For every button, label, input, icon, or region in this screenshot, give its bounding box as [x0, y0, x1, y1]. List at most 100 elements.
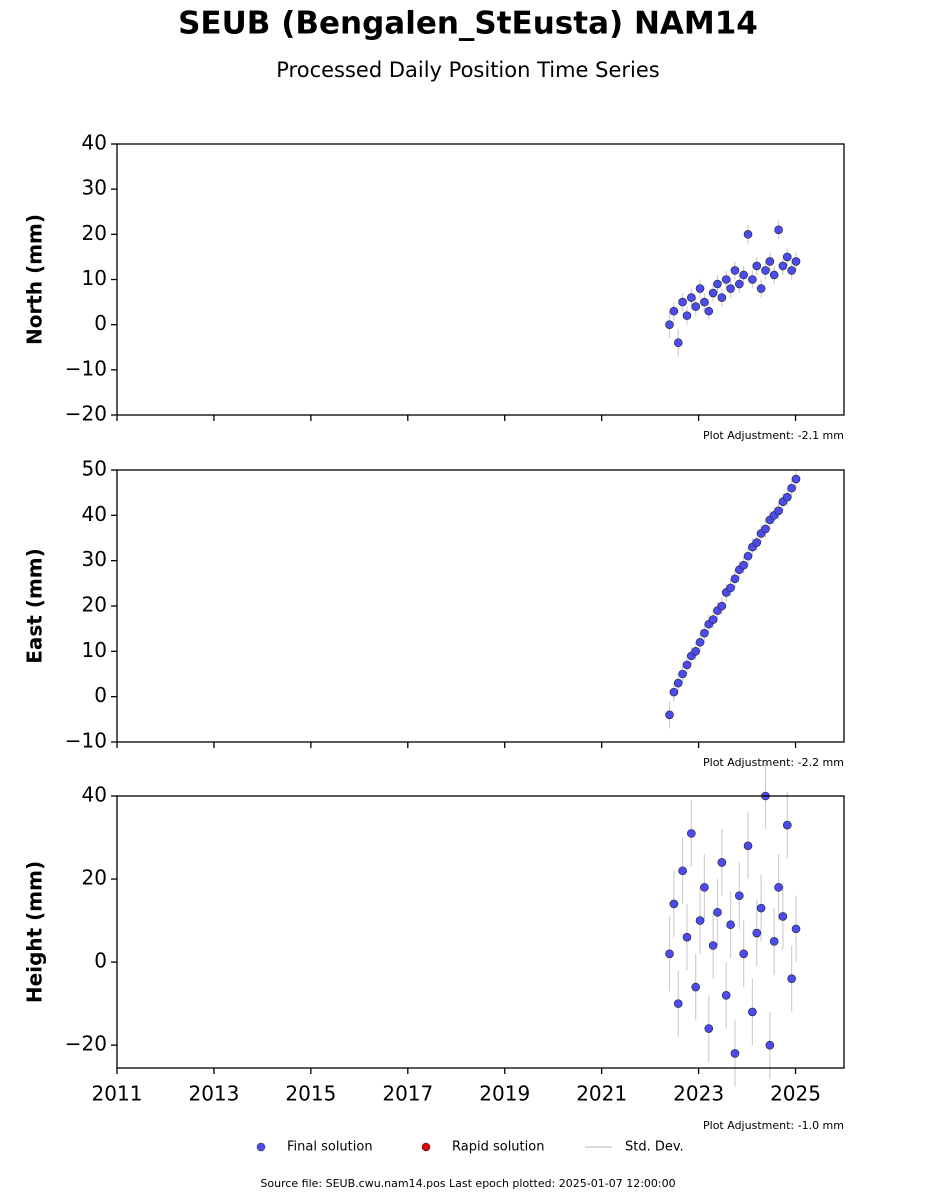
legend-label: Rapid solution [452, 1140, 544, 1155]
data-point [695, 637, 705, 647]
y-tick-label: 0 [94, 949, 107, 973]
data-point [735, 891, 744, 900]
data-point [756, 284, 766, 293]
y-tick-label: 30 [82, 176, 107, 200]
data-point [678, 866, 687, 876]
data-point [726, 583, 735, 593]
y-axis-label: East (mm) [23, 548, 47, 664]
data-point [717, 293, 727, 302]
data-point [774, 506, 783, 516]
data-point [665, 320, 674, 329]
y-tick-label: 10 [82, 266, 107, 290]
data-point [691, 982, 700, 992]
plot-annotation: Plot Adjustment: -1.0 mm [703, 1119, 844, 1132]
x-tick-label: 2017 [382, 1082, 433, 1106]
data-point [761, 266, 770, 275]
data-point [761, 524, 770, 534]
x-tick-label: 2015 [285, 1082, 336, 1106]
data-point [673, 678, 683, 688]
x-tick-label: 2023 [673, 1082, 724, 1106]
data-point [782, 820, 792, 830]
data-point [769, 937, 779, 946]
figure-subtitle: Processed Daily Position Time Series [276, 58, 660, 82]
data-point [730, 266, 740, 275]
data-point [669, 687, 679, 697]
data-point [782, 492, 792, 502]
data-point [708, 288, 718, 298]
data-point [665, 710, 674, 720]
data-point [687, 829, 696, 838]
plot-annotation: Plot Adjustment: -2.2 mm [703, 756, 844, 769]
data-point [778, 912, 788, 921]
data-point [765, 1040, 775, 1050]
data-point [752, 538, 762, 547]
data-point [752, 928, 762, 938]
data-point [687, 293, 696, 302]
data-point [700, 297, 709, 307]
data-point [708, 941, 718, 950]
data-point [765, 257, 775, 266]
x-tick-label: 2025 [770, 1082, 821, 1106]
source-note: Source file: SEUB.cwu.nam14.pos Last epo… [260, 1177, 675, 1190]
x-tick-label: 2013 [188, 1082, 239, 1106]
data-point [695, 284, 705, 293]
y-tick-label: 40 [82, 783, 107, 807]
data-point [726, 920, 735, 930]
data-point [682, 660, 692, 670]
data-point [774, 883, 783, 892]
data-point [691, 302, 700, 311]
data-point [787, 266, 796, 275]
data-point [700, 628, 709, 638]
legend-swatch [256, 1142, 266, 1152]
y-tick-label: 30 [82, 547, 107, 571]
legend-label: Final solution [287, 1140, 373, 1155]
data-point [752, 261, 762, 271]
data-point [726, 284, 735, 293]
data-point [735, 279, 744, 289]
y-tick-label: −10 [65, 356, 107, 380]
data-point [769, 270, 779, 280]
y-tick-label: 50 [82, 457, 107, 481]
data-point [708, 615, 718, 624]
data-point [682, 932, 692, 942]
data-point [743, 230, 753, 239]
y-axis-label: Height (mm) [23, 861, 47, 1003]
data-point [791, 924, 801, 934]
y-tick-label: −20 [65, 402, 107, 426]
data-point [704, 1024, 714, 1033]
data-point [774, 225, 783, 235]
y-tick-label: 10 [82, 638, 107, 662]
data-point [678, 669, 687, 679]
data-point [669, 306, 679, 316]
data-point [713, 907, 722, 917]
plot-frame [116, 795, 845, 1069]
data-point [748, 275, 757, 284]
plot-annotation: Plot Adjustment: -2.1 mm [703, 429, 844, 442]
x-tick-label: 2011 [92, 1082, 143, 1106]
data-point [713, 279, 722, 289]
y-tick-label: −10 [65, 729, 107, 753]
data-point [691, 647, 700, 656]
data-point [787, 483, 796, 493]
data-point [704, 306, 714, 316]
data-point [730, 574, 740, 584]
y-tick-label: 40 [82, 131, 107, 155]
data-point [756, 903, 766, 913]
data-point [787, 974, 796, 984]
y-tick-label: 0 [94, 683, 107, 707]
data-point [682, 311, 692, 320]
data-point [739, 949, 748, 959]
data-point [791, 474, 801, 484]
y-tick-label: 40 [82, 502, 107, 526]
data-point [673, 338, 683, 348]
plot-frame [116, 469, 845, 743]
y-tick-label: −20 [65, 1032, 107, 1056]
data-point [673, 999, 683, 1008]
data-point [669, 899, 679, 909]
y-tick-label: 20 [82, 221, 107, 245]
data-point [665, 949, 674, 959]
y-axis-label: North (mm) [23, 214, 47, 345]
data-point [743, 841, 753, 851]
data-point [717, 858, 727, 867]
